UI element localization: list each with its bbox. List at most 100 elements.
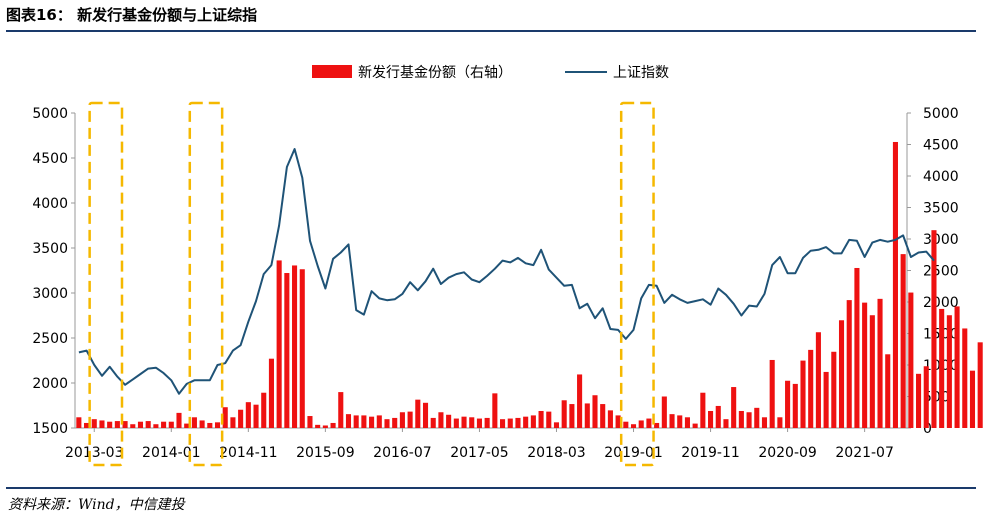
bar-new-fund-shares (130, 424, 136, 428)
bar-new-fund-shares (607, 410, 613, 428)
legend-label-shanghai-index: 上证指数 (613, 65, 669, 81)
bar-new-fund-shares (261, 392, 267, 428)
x-tick-label: 2017-05 (450, 445, 509, 461)
y-right-tick-label: 5000 (923, 106, 959, 122)
bar-new-fund-shares (345, 414, 352, 428)
y-right-tick-label: 3500 (923, 201, 959, 217)
x-tick-label: 2018-03 (527, 445, 586, 461)
bar-new-fund-shares (823, 371, 829, 428)
bar-new-fund-shares (153, 424, 159, 428)
bar-new-fund-shares (692, 423, 698, 428)
bar-new-fund-shares (969, 370, 976, 428)
bar-new-fund-shares (399, 412, 405, 428)
y-right-tick-label: 4500 (923, 138, 959, 154)
bar-new-fund-shares (746, 412, 752, 428)
bar-new-fund-shares (962, 328, 968, 428)
bar-new-fund-shares (253, 404, 259, 428)
bar-new-fund-shares (731, 387, 737, 428)
bar-new-fund-shares (268, 358, 274, 428)
bar-new-fund-shares (384, 419, 390, 428)
y-right-tick-label: 0 (923, 421, 932, 437)
bar-new-fund-shares (923, 366, 929, 428)
bar-new-fund-shares (800, 360, 806, 428)
bar-new-fund-shares (99, 420, 105, 428)
bar-new-fund-shares (361, 415, 367, 428)
y-left-tick-label: 3500 (32, 241, 68, 257)
bar-new-fund-shares (422, 402, 429, 428)
source-note: 资料来源：Wind，中信建投 (8, 497, 185, 513)
bar-new-fund-shares (977, 342, 983, 428)
bar-new-fund-shares (168, 421, 174, 428)
bar-new-fund-shares (885, 354, 891, 428)
bar-new-fund-shares (76, 417, 82, 428)
bar-new-fund-shares (330, 422, 336, 428)
bar-new-fund-shares (792, 383, 798, 428)
y-right-tick-label: 4000 (923, 169, 959, 185)
bar-new-fund-shares (315, 424, 321, 428)
x-tick-label: 2015-09 (296, 445, 355, 461)
bar-new-fund-shares (492, 393, 498, 428)
bar-new-fund-shares (815, 332, 821, 428)
bar-new-fund-shares (654, 422, 660, 428)
bar-new-fund-shares (738, 410, 744, 428)
bar-new-fund-shares (584, 403, 590, 428)
bar-new-fund-shares (939, 308, 945, 428)
bar-new-fund-shares (862, 302, 868, 428)
bar-new-fund-shares (292, 265, 298, 428)
bar-new-fund-shares (299, 269, 305, 428)
y-right-tick-label: 2000 (923, 295, 959, 311)
figure-title: 图表16： 新发行基金份额与上证综指 (6, 6, 258, 24)
bar-new-fund-shares (623, 421, 629, 428)
bar-new-fund-shares (831, 351, 837, 428)
bar-new-fund-shares (338, 392, 344, 428)
y-left-tick-label: 4500 (32, 151, 68, 167)
bar-new-fund-shares (307, 416, 313, 428)
bar-new-fund-shares (476, 418, 482, 428)
source-rule (6, 487, 976, 489)
bar-new-fund-shares (500, 419, 506, 428)
x-tick-label: 2019-01 (604, 445, 663, 461)
x-tick-label: 2021-07 (835, 445, 894, 461)
bar-new-fund-shares (615, 415, 621, 428)
bar-new-fund-shares (553, 422, 560, 428)
highlight-box (619, 101, 655, 467)
y-right-tick-label: 3000 (923, 232, 959, 248)
bar-new-fund-shares (276, 260, 282, 428)
bar-new-fund-shares (114, 421, 120, 428)
bar-new-fund-shares (808, 349, 814, 428)
bar-new-fund-shares (854, 267, 860, 428)
bar-new-fund-shares (145, 421, 151, 428)
bar-new-fund-shares (469, 417, 475, 428)
bar-new-fund-shares (546, 411, 552, 428)
y-left-tick-label: 2000 (32, 376, 68, 392)
bar-new-fund-shares (214, 422, 221, 428)
title-rule (6, 30, 976, 32)
bar-new-fund-shares (838, 320, 845, 428)
bar-new-fund-shares (137, 421, 144, 428)
y-left-tick-label: 1500 (32, 421, 68, 437)
bar-new-fund-shares (684, 417, 690, 428)
bar-new-fund-shares (530, 415, 536, 428)
bar-new-fund-shares (430, 417, 436, 428)
bar-new-fund-shares (453, 418, 459, 428)
bar-new-fund-shares (900, 254, 906, 428)
bar-new-fund-shares (107, 421, 113, 428)
bar-new-fund-shares (191, 417, 197, 428)
bar-new-fund-shares (392, 417, 398, 428)
bar-new-fund-shares (161, 421, 167, 428)
x-tick-label: 2016-07 (373, 445, 432, 461)
bar-new-fund-shares (222, 407, 228, 428)
legend-label-new-fund-shares: 新发行基金份额（右轴） (358, 64, 512, 81)
bar-new-fund-shares (446, 414, 452, 428)
bar-new-fund-shares (669, 414, 675, 428)
bar-new-fund-shares (715, 405, 721, 428)
bar-new-fund-shares (869, 315, 875, 428)
bar-new-fund-shares (954, 306, 960, 428)
bar-new-fund-shares (523, 416, 529, 428)
y-right-tick-label: 2500 (923, 264, 959, 280)
y-left-tick-label: 4000 (32, 196, 68, 212)
bar-new-fund-shares (754, 407, 760, 428)
bar-new-fund-shares (677, 415, 683, 428)
bar-new-fund-shares (438, 412, 444, 428)
